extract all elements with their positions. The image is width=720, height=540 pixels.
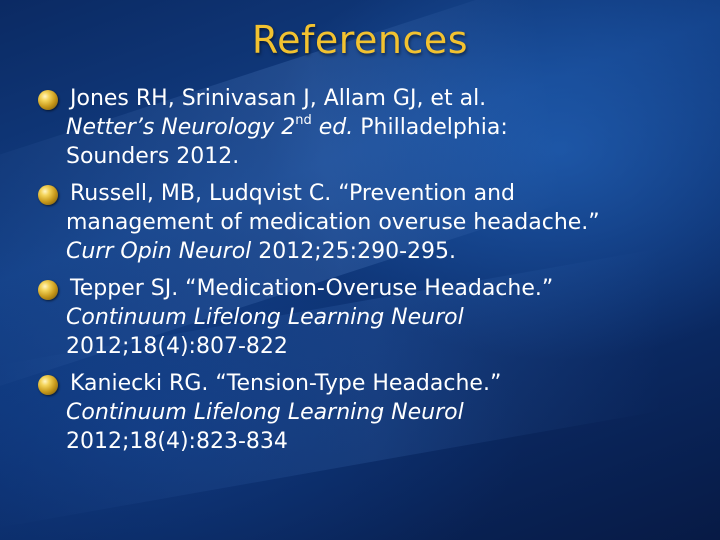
reference-line: 2012;18(4):823-834	[66, 429, 288, 454]
reference-place: Philladelphia:	[353, 115, 508, 140]
reference-citation: 2012;25:290-295.	[251, 239, 456, 264]
reference-line: Continuum Lifelong Learning Neurol	[66, 398, 708, 427]
reference-item: Kaniecki RG. “Tension-Type Headache.” Co…	[38, 369, 708, 456]
reference-line: management of medication overuse headach…	[66, 210, 600, 235]
reference-line: Tepper SJ. “Medication-Overuse Headache.…	[70, 276, 554, 301]
reference-line: Netter’s Neurology 2nd ed. Philladelphia…	[66, 113, 708, 142]
reference-line: Kaniecki RG. “Tension-Type Headache.”	[70, 371, 502, 396]
reference-item: Russell, MB, Ludqvist C. “Prevention and…	[38, 179, 708, 266]
reference-item: Tepper SJ. “Medication-Overuse Headache.…	[38, 274, 708, 361]
reference-line: Jones RH, Srinivasan J, Allam GJ, et al.	[70, 86, 487, 111]
reference-edition: ed.	[311, 115, 354, 140]
gold-sphere-bullet-icon	[38, 90, 58, 110]
reference-journal: Curr Opin Neurol	[66, 239, 252, 264]
reference-journal: Continuum Lifelong Learning Neurol	[66, 400, 464, 425]
reference-item: Jones RH, Srinivasan J, Allam GJ, et al.…	[38, 84, 708, 171]
reference-line: Continuum Lifelong Learning Neurol	[66, 303, 708, 332]
reference-list: Jones RH, Srinivasan J, Allam GJ, et al.…	[38, 84, 708, 464]
reference-line: Russell, MB, Ludqvist C. “Prevention and	[70, 181, 515, 206]
gold-sphere-bullet-icon	[38, 375, 58, 395]
gold-sphere-bullet-icon	[38, 280, 58, 300]
slide-title: References	[251, 18, 469, 62]
reference-line: 2012;18(4):807-822	[66, 334, 288, 359]
reference-superscript: nd	[295, 112, 312, 128]
reference-journal: Continuum Lifelong Learning Neurol	[66, 305, 464, 330]
reference-line: Sounders 2012.	[66, 144, 240, 169]
reference-book-title: Netter’s Neurology 2	[66, 115, 296, 140]
gold-sphere-bullet-icon	[38, 185, 58, 205]
reference-line: Curr Opin Neurol 2012;25:290-295.	[66, 237, 708, 266]
